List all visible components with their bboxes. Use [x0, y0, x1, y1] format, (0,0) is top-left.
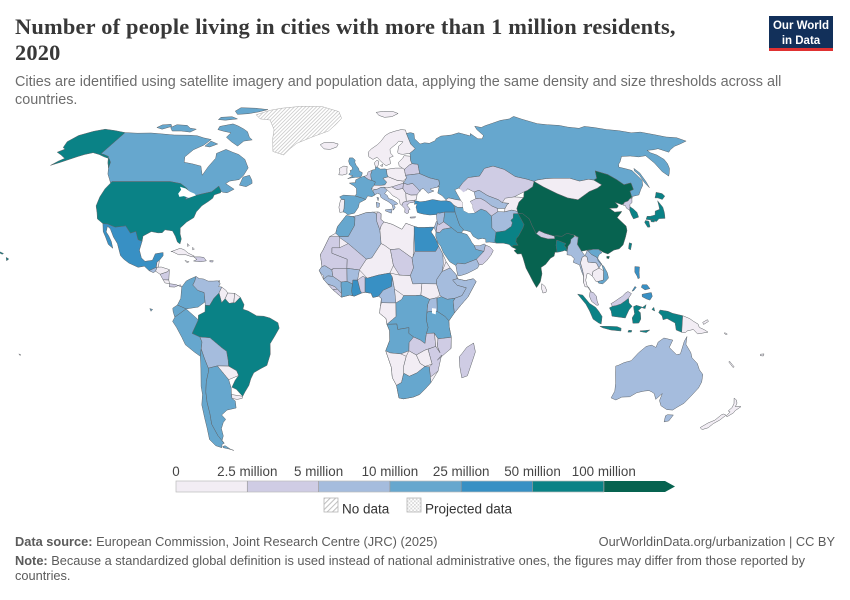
svg-text:No data: No data — [342, 502, 390, 517]
svg-text:2.5 million: 2.5 million — [217, 464, 277, 479]
svg-text:10 million: 10 million — [362, 464, 419, 479]
svg-text:Projected data: Projected data — [425, 502, 513, 517]
svg-text:5 million: 5 million — [294, 464, 343, 479]
svg-text:25 million: 25 million — [433, 464, 490, 479]
svg-text:50 million: 50 million — [504, 464, 561, 479]
svg-text:100 million: 100 million — [572, 464, 636, 479]
svg-text:0: 0 — [172, 464, 179, 479]
